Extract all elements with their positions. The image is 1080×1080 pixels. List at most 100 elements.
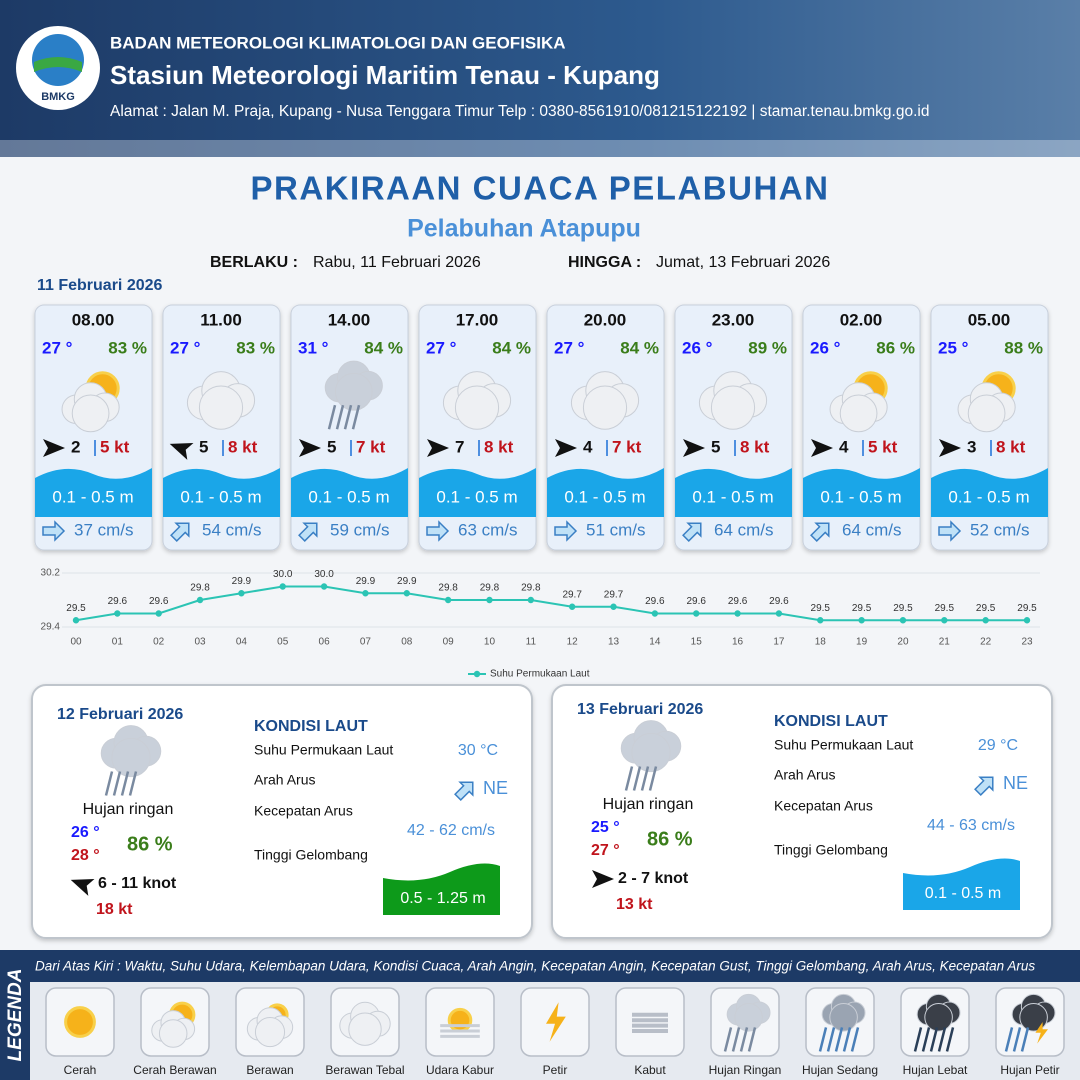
rain-drop xyxy=(648,766,658,791)
weather-icon xyxy=(829,371,888,433)
sst-label: Suhu Permukaan Laut xyxy=(774,737,913,753)
card-wave xyxy=(35,468,152,517)
rain-drop xyxy=(850,1027,860,1052)
weather-icon xyxy=(1004,993,1056,1052)
card-time: 08.00 xyxy=(72,310,115,329)
x-tick-label: 17 xyxy=(773,637,785,648)
weather-icon xyxy=(723,993,771,1052)
x-tick-label: 19 xyxy=(856,637,868,648)
dir-label: Arah Arus xyxy=(254,772,315,788)
cloud-puff xyxy=(198,385,244,430)
weather-icon xyxy=(818,993,866,1052)
rain-drop xyxy=(747,1027,757,1052)
cloud-puff xyxy=(254,1016,286,1048)
rain-drop xyxy=(842,1027,852,1052)
card-temp: 27 ° xyxy=(170,338,201,357)
cloud-puff xyxy=(631,732,671,773)
day-date: 13 Februari 2026 xyxy=(577,701,703,718)
series-line xyxy=(75,585,1027,622)
card-humidity: 84 % xyxy=(492,338,531,357)
legend-item: Berawan xyxy=(246,1063,293,1077)
card-temp: 31 ° xyxy=(298,338,329,357)
card-wind: 5 xyxy=(199,437,208,456)
data-point xyxy=(196,596,204,604)
current-arrow xyxy=(554,520,578,542)
card-wave xyxy=(803,468,920,517)
sun xyxy=(64,1006,96,1038)
x-tick-label: 13 xyxy=(608,637,620,648)
rain-drop xyxy=(921,1027,931,1052)
sun xyxy=(447,1007,473,1033)
weather-icon xyxy=(324,360,383,430)
data-label: 29.5 xyxy=(976,603,996,614)
rain-drop xyxy=(104,771,114,796)
card-current: 59 cm/s xyxy=(330,520,390,539)
current-arrow-shape xyxy=(938,520,962,542)
wind-arrow xyxy=(811,439,833,457)
data-label: 29.8 xyxy=(480,583,500,594)
card-gust: 7 kt xyxy=(612,437,642,456)
card-temp: 25 ° xyxy=(938,338,969,357)
data-label: 29.6 xyxy=(686,596,706,607)
card-gust: 5 kt xyxy=(100,437,130,456)
card-gust: 7 kt xyxy=(356,437,386,456)
data-label: 29.5 xyxy=(66,603,86,614)
x-tick-label: 00 xyxy=(70,637,82,648)
data-label: 29.9 xyxy=(356,576,376,587)
legend-item: Udara Kabur xyxy=(426,1063,494,1077)
cloud-puff xyxy=(334,372,373,411)
day-wave xyxy=(383,863,500,915)
sst-value: 29 °C xyxy=(978,737,1018,754)
logo-band xyxy=(34,57,82,72)
current-arrow-shape xyxy=(454,781,474,801)
x-tick-label: 15 xyxy=(691,637,703,648)
legend-marker xyxy=(473,670,481,678)
cloud-puff xyxy=(582,385,628,430)
data-point xyxy=(775,610,783,617)
page-title: PRAKIRAAN CUACA PELABUHAN xyxy=(251,170,830,207)
weather-icon xyxy=(186,371,256,430)
current-arrow-shape xyxy=(298,522,318,542)
cloud-puff xyxy=(71,394,110,433)
current-arrow xyxy=(974,776,994,796)
data-label: 29.9 xyxy=(232,576,252,587)
card-humidity: 83 % xyxy=(108,338,147,357)
cloud-puff xyxy=(454,385,500,430)
legend-item: Cerah Berawan xyxy=(133,1063,216,1077)
forecast-date: 11 Februari 2026 xyxy=(37,277,163,294)
current-arrow-shape xyxy=(426,520,450,542)
card-humidity: 83 % xyxy=(236,338,275,357)
card-gust: 8 kt xyxy=(228,437,258,456)
card-humidity: 84 % xyxy=(620,338,659,357)
data-point xyxy=(238,590,245,597)
card-wave xyxy=(291,468,408,517)
data-label: 29.6 xyxy=(769,596,789,607)
rain-drop xyxy=(937,1027,947,1052)
card-current: 64 cm/s xyxy=(842,520,902,539)
rain-drop xyxy=(826,1027,836,1052)
card-time: 20.00 xyxy=(584,310,627,329)
rain-drop xyxy=(1012,1027,1022,1052)
data-label: 29.6 xyxy=(728,596,748,607)
current-arrow-shape xyxy=(810,522,830,542)
rain-drop xyxy=(818,1027,828,1052)
x-tick-label: 23 xyxy=(1021,637,1033,648)
card-temp: 27 ° xyxy=(554,338,585,357)
data-point xyxy=(527,596,535,604)
card-wind: 5 xyxy=(711,437,720,456)
card-wave xyxy=(931,468,1048,517)
data-label: 29.8 xyxy=(521,583,541,594)
current-arrow-shape xyxy=(974,776,994,796)
rain-drop xyxy=(913,1027,923,1052)
data-label: 29.5 xyxy=(1017,603,1037,614)
card-wind: 4 xyxy=(839,437,849,456)
x-tick-label: 18 xyxy=(815,637,827,648)
current-arrow xyxy=(938,520,962,542)
day-gust: 13 kt xyxy=(616,896,653,913)
legend-item: Hujan Lebat xyxy=(903,1063,968,1077)
x-tick-label: 06 xyxy=(319,637,331,648)
x-tick-label: 03 xyxy=(194,637,206,648)
day-wind: 6 - 11 knot xyxy=(98,875,177,892)
card-gust: 8 kt xyxy=(740,437,770,456)
wind-arrow xyxy=(43,439,65,457)
